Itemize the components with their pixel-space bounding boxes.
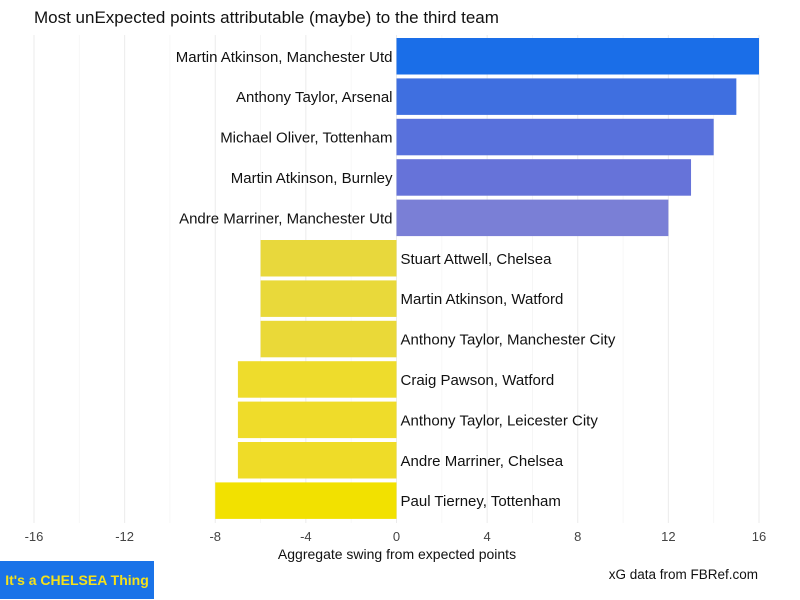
x-tick-label: -12	[115, 529, 134, 544]
x-tick-label: -8	[209, 529, 221, 544]
bar-label: Paul Tierney, Tottenham	[401, 493, 561, 510]
bar[interactable]	[396, 38, 760, 75]
bar-label: Anthony Taylor, Arsenal	[236, 89, 393, 106]
x-tick-labels: -16 -12 -8 -4 0 4 8 12 16	[25, 529, 767, 544]
bar[interactable]	[237, 361, 397, 398]
bar[interactable]	[215, 482, 397, 519]
chart-title: Most unExpected points attributable (may…	[34, 8, 499, 27]
bar[interactable]	[396, 199, 669, 237]
bar-label: Andre Marriner, Chelsea	[401, 453, 564, 470]
bar-label: Craig Pawson, Watford	[401, 372, 555, 389]
bar-labels: Martin Atkinson, Manchester Utd Anthony T…	[176, 49, 616, 510]
brand-badge[interactable]: It's a CHELSEA Thing	[0, 561, 154, 599]
bar[interactable]	[396, 159, 692, 196]
x-tick-label: 8	[574, 529, 581, 544]
bar[interactable]	[260, 280, 397, 317]
bar-label: Martin Atkinson, Manchester Utd	[176, 49, 393, 66]
bar[interactable]	[396, 78, 737, 115]
bars	[215, 38, 759, 519]
x-tick-label: -16	[25, 529, 44, 544]
bar[interactable]	[260, 320, 397, 358]
bar[interactable]	[396, 118, 714, 156]
data-source-caption: xG data from FBRef.com	[608, 567, 758, 582]
bar-label: Martin Atkinson, Watford	[401, 291, 564, 308]
bar-label: Martin Atkinson, Burnley	[231, 170, 393, 187]
x-tick-label: 16	[752, 529, 766, 544]
bar[interactable]	[260, 240, 397, 277]
x-tick-label: 4	[484, 529, 491, 544]
bar-label: Michael Oliver, Tottenham	[220, 130, 392, 147]
grid-lines	[33, 35, 760, 523]
x-tick-label: 0	[393, 529, 400, 544]
bar-label: Andre Marriner, Manchester Utd	[179, 210, 392, 227]
x-axis-label: Aggregate swing from expected points	[277, 546, 517, 562]
bar[interactable]	[237, 442, 397, 479]
bar-label: Stuart Attwell, Chelsea	[401, 251, 553, 268]
x-tick-label: -4	[300, 529, 312, 544]
x-tick-label: 12	[661, 529, 675, 544]
bar-label: Anthony Taylor, Manchester City	[401, 332, 616, 349]
bar[interactable]	[237, 401, 397, 439]
bar-label: Anthony Taylor, Leicester City	[401, 412, 599, 429]
